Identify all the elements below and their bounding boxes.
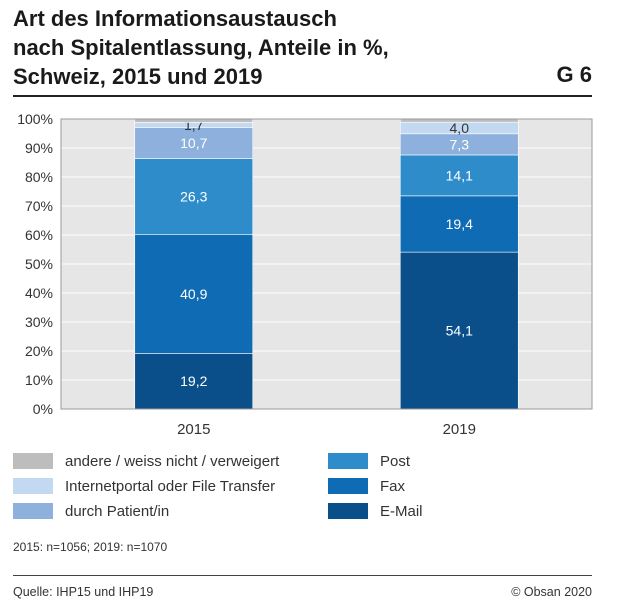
data-label: 40,9 xyxy=(180,286,207,302)
data-label: 10,7 xyxy=(180,135,207,151)
data-label: 19,4 xyxy=(446,216,473,232)
x-tick-label: 2019 xyxy=(443,421,476,438)
title-line-1: Art des Informationsaustausch xyxy=(13,6,337,31)
y-tick-label: 10% xyxy=(25,372,53,388)
legend: andere / weiss nicht / verweigert Intern… xyxy=(13,451,592,531)
legend-item-email: E-Mail xyxy=(328,501,423,521)
copyright-text: © Obsan 2020 xyxy=(511,585,592,599)
bar-segment xyxy=(134,353,254,410)
data-label: 4,0 xyxy=(450,120,470,136)
title-line-2: nach Spitalentlassung, Anteile in %, xyxy=(13,35,389,60)
data-label: 26,3 xyxy=(180,189,207,205)
y-tick-label: 20% xyxy=(25,343,53,359)
plot-frame xyxy=(60,118,593,410)
legend-label-patient: durch Patient/in xyxy=(65,502,170,520)
legend-item-internetportal: Internetportal oder File Transfer xyxy=(13,476,275,496)
source-text: Quelle: IHP15 und IHP19 xyxy=(13,585,154,599)
legend-item-post: Post xyxy=(328,451,410,471)
graph-id: G 6 xyxy=(556,62,592,87)
chart-title: Art des Informationsaustausch nach Spita… xyxy=(13,4,573,91)
bar-segment xyxy=(399,154,519,197)
bar-segment xyxy=(134,158,254,236)
y-tick-label: 0% xyxy=(33,401,53,417)
data-label: 7,3 xyxy=(450,136,470,152)
legend-label-andere: andere / weiss nicht / verweigert xyxy=(65,452,280,470)
bar-segment xyxy=(134,234,254,354)
legend-swatch-post xyxy=(328,453,368,469)
bar-segment xyxy=(134,118,254,123)
y-tick-label: 80% xyxy=(25,169,53,185)
legend-label-internetportal: Internetportal oder File Transfer xyxy=(65,477,276,495)
y-tick-label: 70% xyxy=(25,198,53,214)
sample-size-note: 2015: n=1056; 2019: n=1070 xyxy=(13,540,168,554)
legend-item-fax: Fax xyxy=(328,476,405,496)
header-divider xyxy=(13,95,592,97)
legend-item-patient: durch Patient/in xyxy=(13,501,169,521)
legend-swatch-patient xyxy=(13,503,53,519)
y-tick-label: 40% xyxy=(25,285,53,301)
y-tick-label: 90% xyxy=(25,140,53,156)
x-tick-label: 2015 xyxy=(177,421,210,438)
data-label: 19,2 xyxy=(180,373,207,389)
legend-swatch-andere xyxy=(13,453,53,469)
legend-item-andere: andere / weiss nicht / verweigert xyxy=(13,451,279,471)
y-tick-label: 100% xyxy=(17,111,53,127)
y-tick-label: 30% xyxy=(25,314,53,330)
legend-label-post: Post xyxy=(380,452,411,470)
footer-divider xyxy=(13,575,592,576)
legend-swatch-internetportal xyxy=(13,478,53,494)
legend-label-email: E-Mail xyxy=(380,502,423,520)
legend-swatch-fax xyxy=(328,478,368,494)
y-tick-label: 60% xyxy=(25,227,53,243)
bar-segment xyxy=(399,195,519,253)
bar-segment xyxy=(134,127,254,159)
legend-swatch-email xyxy=(328,503,368,519)
y-tick-label: 50% xyxy=(25,256,53,272)
stacked-bar-chart: 0% 10% 20% 30% 40% 50% 60% 70% 80% 90% 100% 19,2 40,… xyxy=(17,111,593,438)
data-label: 14,1 xyxy=(446,167,473,183)
title-line-3: Schweiz, 2015 und 2019 xyxy=(13,64,263,89)
data-label: 54,1 xyxy=(446,323,473,339)
legend-label-fax: Fax xyxy=(380,477,406,495)
